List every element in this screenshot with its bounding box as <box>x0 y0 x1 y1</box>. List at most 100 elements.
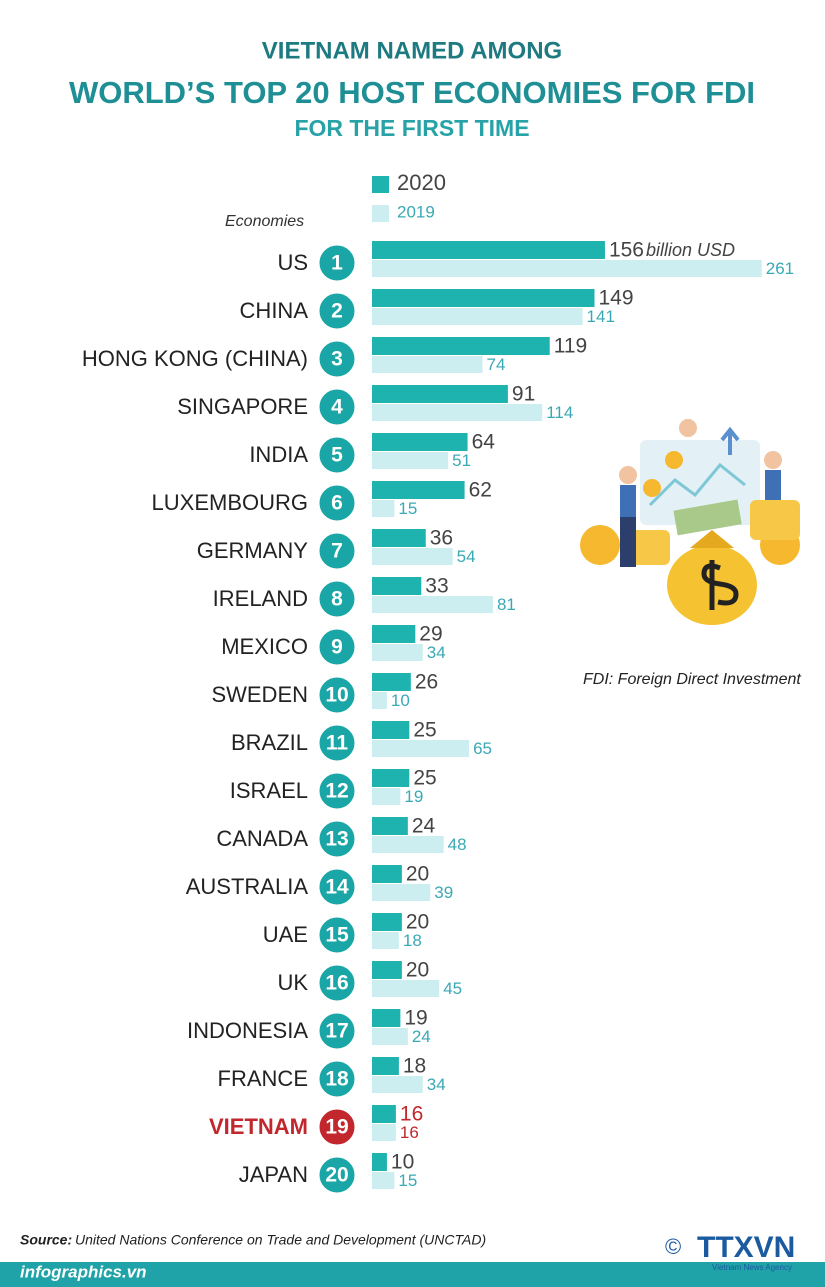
logo-subtitle: Vietnam News Agency <box>712 1263 792 1272</box>
rank-label: 2 <box>331 300 343 323</box>
rank-badge <box>316 482 358 524</box>
value-label: 36 <box>430 527 453 550</box>
footer-bar <box>0 1262 825 1287</box>
rank-label: 18 <box>325 1068 349 1091</box>
rank-badge <box>316 1106 358 1148</box>
rank-label: 19 <box>325 1116 348 1139</box>
rank-badge <box>316 770 358 812</box>
value-label: 62 <box>469 479 492 502</box>
logo: TTXVN <box>697 1231 795 1264</box>
rank-label: 11 <box>326 732 349 755</box>
category-label: GERMANY <box>197 538 309 563</box>
bar <box>372 433 468 451</box>
rank-badge <box>316 290 358 332</box>
bar <box>372 625 416 643</box>
footer: infographics.vn <box>20 1262 147 1281</box>
bar <box>372 961 402 979</box>
bar <box>372 452 449 469</box>
value-label: 261 <box>766 259 794 278</box>
value-label: 29 <box>419 623 442 646</box>
bar <box>372 308 583 325</box>
bar <box>372 1057 399 1075</box>
rank-label: 16 <box>325 972 348 995</box>
bar <box>372 836 444 853</box>
category-label: MEXICO <box>221 634 308 659</box>
bar <box>372 932 399 949</box>
illustration <box>580 419 800 625</box>
category-label: SINGAPORE <box>177 394 308 419</box>
value-label: 65 <box>473 739 492 758</box>
source: United Nations Conference on Trade and D… <box>75 1232 486 1248</box>
value-label: 54 <box>457 547 476 566</box>
rank-label: 4 <box>331 396 343 419</box>
category-label: INDIA <box>249 442 308 467</box>
value-label: 15 <box>398 499 417 518</box>
bar <box>372 548 453 565</box>
title-line: VIETNAM NAMED AMONG <box>262 37 562 64</box>
rank-badge <box>316 578 358 620</box>
bar <box>372 385 508 403</box>
value-label: 10 <box>391 691 410 710</box>
bar <box>372 740 470 757</box>
value-label: 15 <box>398 1171 417 1190</box>
bar <box>372 865 402 883</box>
rank-badge <box>316 1154 358 1196</box>
category-label: VIETNAM <box>209 1114 308 1139</box>
title-line: FOR THE FIRST TIME <box>294 115 529 141</box>
bar <box>372 1124 396 1141</box>
category-label: CHINA <box>240 298 309 323</box>
category-label: SWEDEN <box>211 682 308 707</box>
rank-badge <box>316 338 358 380</box>
value-label: 34 <box>427 643 446 662</box>
legend-swatch <box>372 205 389 222</box>
value-label: 91 <box>512 383 535 406</box>
bar <box>372 500 395 517</box>
rank-label: 20 <box>325 1164 348 1187</box>
value-label: 119 <box>554 335 587 358</box>
value-label: 25 <box>413 767 436 790</box>
rank-label: 12 <box>325 780 348 803</box>
rank-badge <box>316 674 358 716</box>
rank-badge <box>316 386 358 428</box>
bar <box>372 788 401 805</box>
rank-badge <box>316 818 358 860</box>
bar <box>372 529 426 547</box>
note: FDI: Foreign Direct Investment <box>583 671 801 688</box>
bar <box>372 1105 396 1123</box>
value-label: 51 <box>452 451 471 470</box>
rank-badge <box>316 914 358 956</box>
category-label: INDONESIA <box>187 1018 308 1043</box>
rank-label: 15 <box>325 924 349 947</box>
bar <box>372 1153 387 1171</box>
bar <box>372 289 595 307</box>
rank-badge <box>316 434 358 476</box>
rank-label: 1 <box>331 252 343 275</box>
bar <box>372 980 440 997</box>
value-label: 18 <box>403 931 422 950</box>
bar <box>372 1076 423 1093</box>
value-label: 64 <box>472 431 496 454</box>
value-label: 20 <box>406 959 429 982</box>
value-label: 19 <box>404 787 423 806</box>
category-label: AUSTRALIA <box>186 874 309 899</box>
legend-swatch <box>372 176 389 193</box>
bar <box>372 769 410 787</box>
bar <box>372 817 408 835</box>
rank-label: 5 <box>331 444 343 467</box>
rank-badge <box>316 530 358 572</box>
copyright: © <box>665 1234 681 1259</box>
category-label: HONG KONG (CHINA) <box>82 346 308 371</box>
rank-badge <box>316 866 358 908</box>
value-label: 24 <box>412 815 436 838</box>
value-label: 19 <box>404 1007 427 1030</box>
value-label: 149 <box>599 287 634 310</box>
bar <box>372 596 493 613</box>
bar <box>372 260 762 277</box>
value-label: 25 <box>413 719 436 742</box>
bar <box>372 913 402 931</box>
axis-label: Economies <box>225 213 304 230</box>
value-label: 18 <box>403 1055 426 1078</box>
rank-badge <box>316 242 358 284</box>
value-label: 26 <box>415 671 438 694</box>
value-label: 16 <box>400 1103 423 1126</box>
